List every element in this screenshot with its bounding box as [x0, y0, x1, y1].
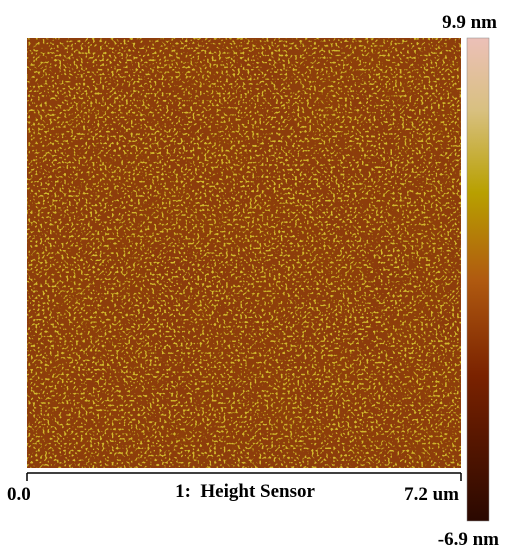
height-image	[27, 38, 461, 468]
scale-axis	[26, 472, 462, 481]
scale-min-label: -6.9 nm	[438, 529, 499, 550]
color-scale	[466, 37, 490, 522]
scale-max-label: 9.9 nm	[442, 12, 497, 33]
axis-end-label: 7.2 um	[404, 484, 459, 505]
axis-start-label: 0.0	[7, 484, 31, 505]
image-shading	[27, 38, 461, 468]
caption: 1: Height Sensor	[175, 481, 315, 502]
